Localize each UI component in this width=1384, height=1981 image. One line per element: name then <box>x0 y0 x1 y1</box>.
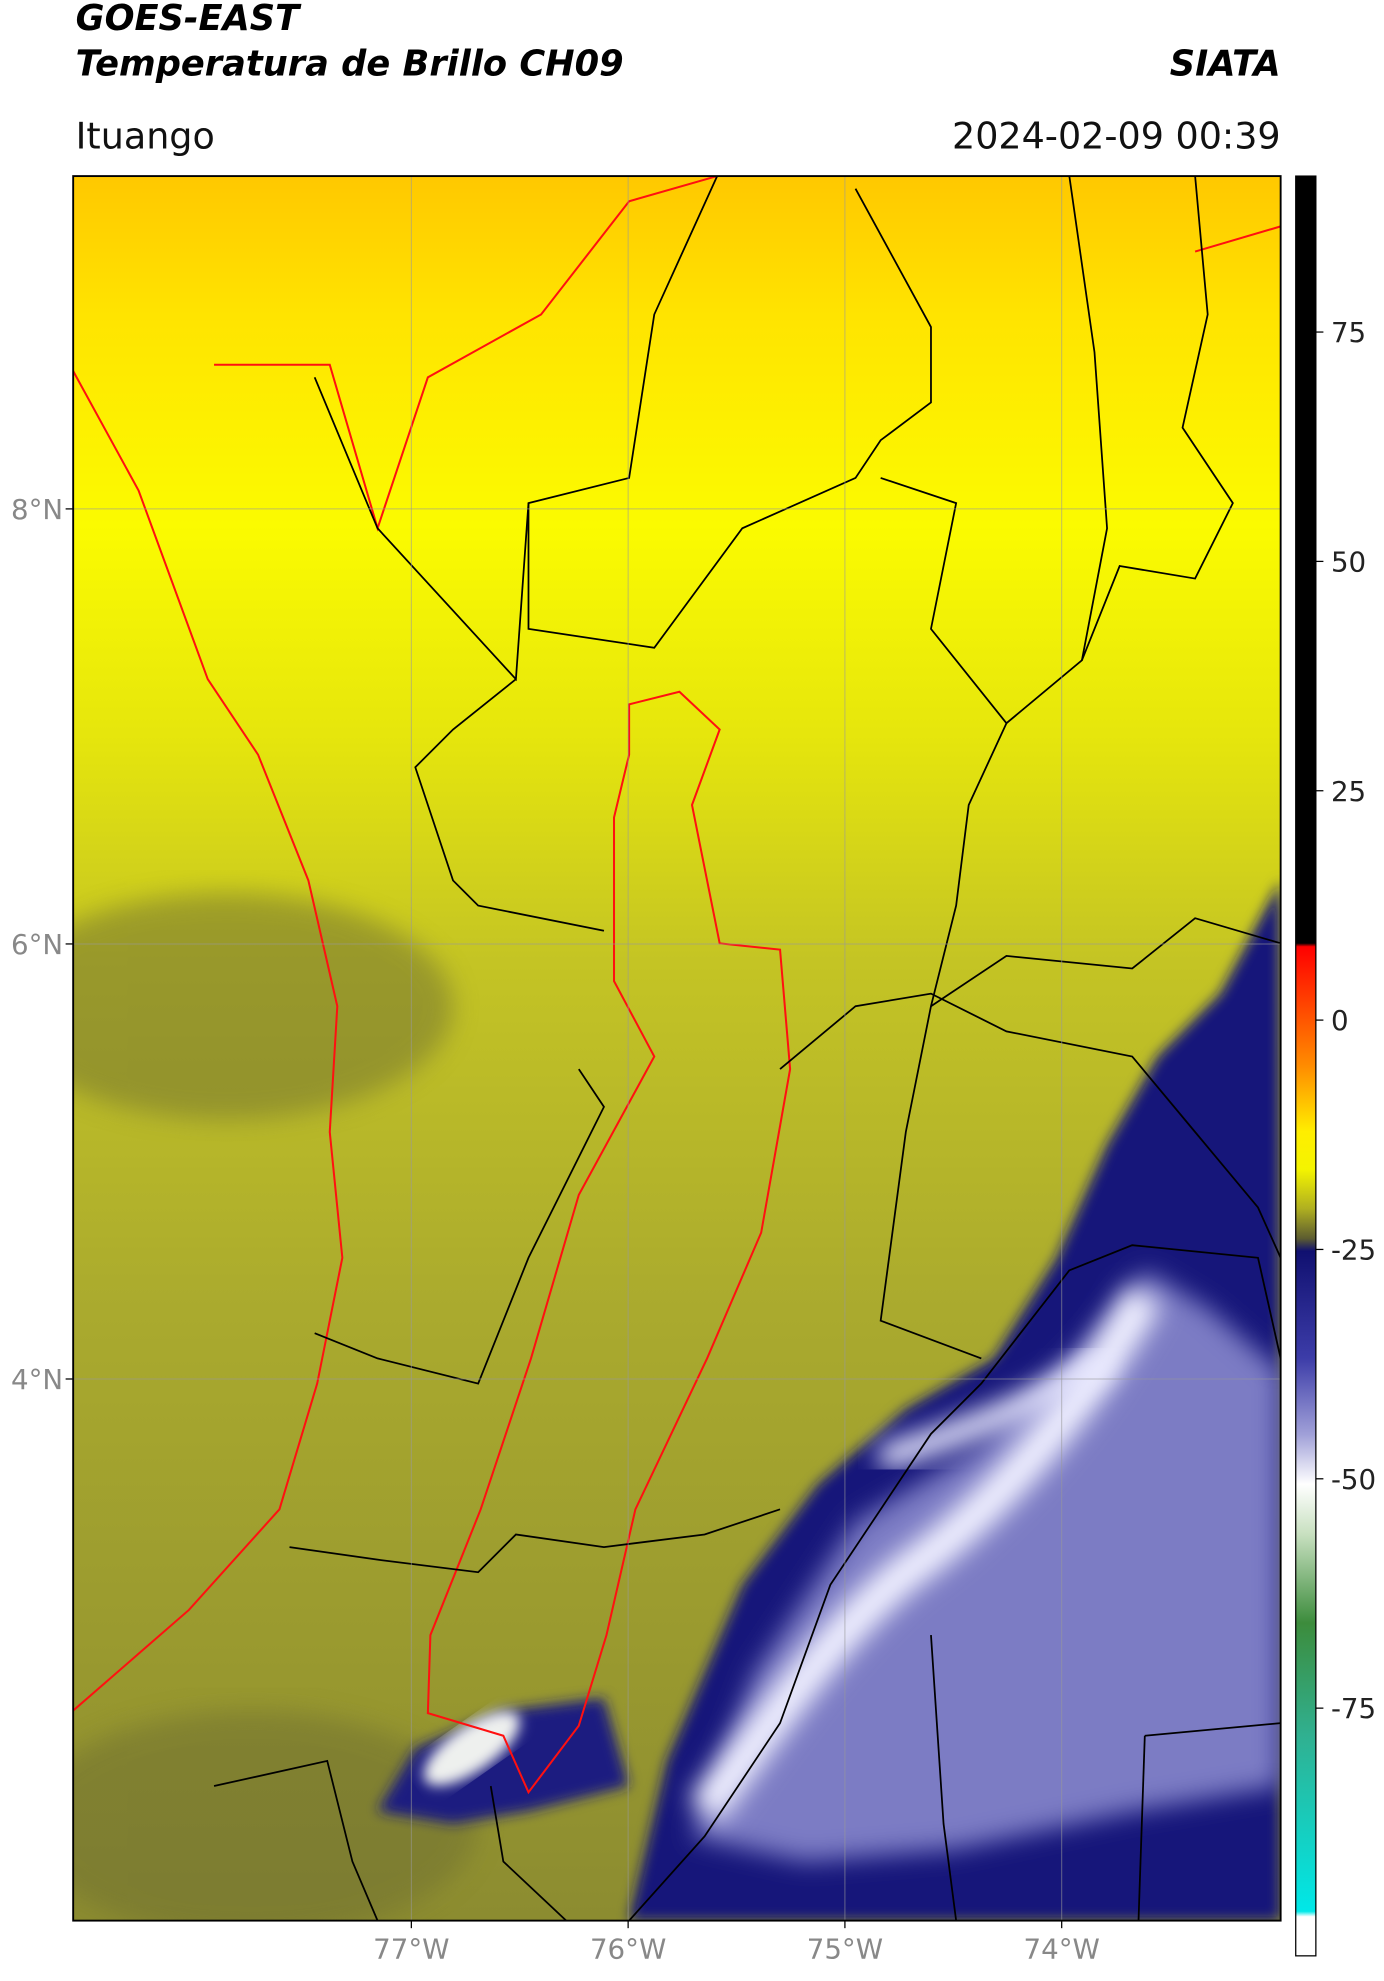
cold-band <box>73 1710 479 1921</box>
x-tick-label: 74°W <box>1024 1932 1100 1965</box>
cloud-core <box>692 1270 1281 1862</box>
grid <box>73 176 1281 1921</box>
colorbar-tick-label: 25 <box>1331 775 1366 808</box>
title-line1: GOES-EAST <box>76 0 302 39</box>
cloud-top <box>689 1286 1162 1823</box>
x-tick-label: 75°W <box>807 1932 883 1965</box>
y-tick-label: 6°N <box>11 928 63 961</box>
colorbar-tick-label: 50 <box>1331 545 1366 578</box>
source: SIATA <box>1170 43 1281 84</box>
map-field <box>73 176 1281 1921</box>
colorbar-tick-label: -25 <box>1331 1234 1376 1267</box>
coastline <box>73 176 1281 1795</box>
cloud-top <box>876 1347 1115 1471</box>
colorbar-tick-label: 75 <box>1331 316 1366 349</box>
x-tick-label: 76°W <box>590 1932 666 1965</box>
colorbar-tick-label: -50 <box>1331 1463 1376 1496</box>
cold-band <box>73 893 453 1120</box>
cloud-region <box>377 1698 630 1824</box>
y-tick-label: 8°N <box>11 493 63 526</box>
colorbar-tick-label: -75 <box>1331 1692 1376 1725</box>
colorbar-tick-label: 0 <box>1331 1004 1349 1037</box>
timestamp: 2024-02-09 00:39 <box>952 114 1281 157</box>
colorbar <box>1295 175 1317 1957</box>
cloud-top <box>423 1710 521 1786</box>
y-tick-label: 4°N <box>11 1363 63 1396</box>
map-frame <box>72 175 1282 1922</box>
x-tick-label: 77°W <box>373 1932 449 1965</box>
admin-borders <box>213 176 1281 1921</box>
title-line2: Temperatura de Brillo CH09 <box>76 43 624 84</box>
location: Ituango <box>76 114 215 157</box>
